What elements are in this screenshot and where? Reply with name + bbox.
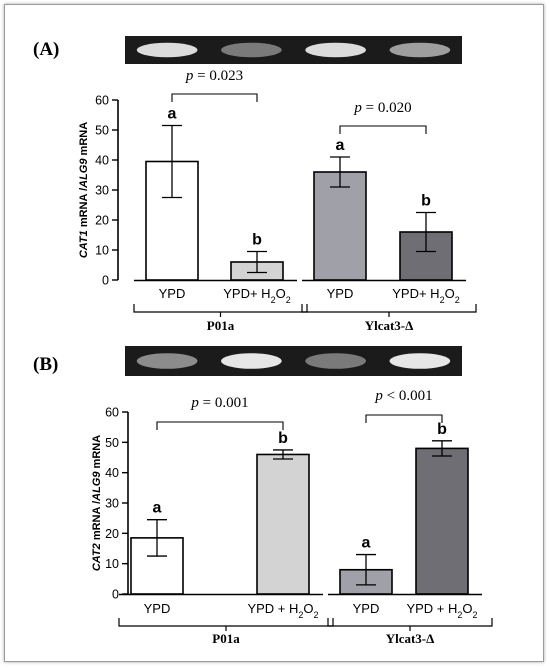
- y-axis-label-part: CAT1: [78, 230, 90, 258]
- pvalue-symbol: p: [353, 100, 362, 116]
- y-axis-label: CAT2 mRNA /ALG9 mRNA: [91, 435, 103, 571]
- x-tick-label: YPD + H2O2: [406, 601, 477, 620]
- x-tick-label: YPD: [353, 601, 380, 616]
- pvalue-symbol: p: [374, 388, 383, 404]
- group-label: Ylcat3-Δ: [386, 631, 435, 646]
- y-axis-label-part: ALG9: [78, 158, 90, 189]
- significance-letter: a: [336, 137, 345, 154]
- x-tick-label-subscript: 2: [440, 295, 445, 305]
- gel-band: [389, 42, 451, 58]
- y-tick-label: 40: [105, 466, 119, 480]
- y-axis-label-part: mRNA: [78, 122, 90, 159]
- y-axis-label-part: CAT2: [91, 543, 103, 571]
- significance-letter: b: [252, 232, 262, 249]
- x-tick-label: YPD + H2O2: [247, 601, 318, 620]
- pvalue-symbol: p: [190, 395, 199, 411]
- y-tick-label: 50: [105, 436, 119, 450]
- y-tick-label: 20: [95, 214, 109, 228]
- x-tick-label: YPD: [159, 286, 186, 301]
- significance-letter: b: [437, 421, 447, 438]
- pvalue-bracket: [156, 421, 284, 430]
- pvalue-label: p = 0.001: [190, 395, 248, 411]
- group-label: P01a: [212, 631, 240, 646]
- x-tick-label: YPD: [144, 601, 171, 616]
- x-tick-label-subscript: 2: [457, 610, 462, 620]
- x-tick-label-subscript: 2: [271, 295, 276, 305]
- pvalue-bracket: [365, 414, 443, 423]
- pvalue-bracket: [339, 125, 427, 134]
- y-tick-label: 40: [95, 154, 109, 168]
- x-tick-label-subscript: 2: [314, 610, 319, 620]
- significance-letter: a: [362, 535, 371, 552]
- bar: [256, 453, 310, 595]
- x-tick-label-text: O: [276, 286, 286, 301]
- panel-label: (A): [33, 39, 59, 60]
- y-axis-label-part: ALG9: [91, 471, 103, 502]
- x-tick-label-text: O: [445, 286, 455, 301]
- y-axis-label-part: mRNA /: [91, 501, 103, 543]
- pvalue-bracket: [171, 93, 258, 102]
- y-tick-label: 60: [105, 406, 119, 420]
- group-label: Ylcat3-Δ: [365, 318, 414, 333]
- y-tick-label: 20: [105, 527, 119, 541]
- pvalue-label: p = 0.020: [353, 100, 411, 116]
- x-tick-label-subscript: 2: [455, 295, 460, 305]
- x-tick-label-text: YPD: [327, 286, 354, 301]
- pvalue-text: = 0.023: [193, 68, 243, 84]
- x-tick-label-subscript: 2: [298, 610, 303, 620]
- y-tick-label: 50: [95, 124, 109, 138]
- significance-letter: b: [278, 430, 288, 447]
- x-tick-label-text: YPD: [159, 286, 186, 301]
- x-tick-label: YPD+ H2O2: [392, 286, 459, 305]
- gel-band: [221, 42, 282, 58]
- x-tick-label-text: YPD: [353, 601, 380, 616]
- group-bracket: [301, 304, 477, 313]
- pvalue-label: p = 0.023: [185, 68, 243, 84]
- x-tick-label-text: YPD+ H: [392, 286, 439, 301]
- gel-band: [136, 42, 198, 58]
- significance-letter: a: [168, 106, 177, 123]
- panel-label: (B): [33, 354, 58, 375]
- group-label: P01a: [207, 318, 235, 333]
- bar: [313, 171, 367, 281]
- y-axis-label-part: mRNA: [91, 435, 103, 472]
- y-axis-label: CAT1 mRNA /ALG9 mRNA: [78, 122, 90, 258]
- significance-letter: a: [153, 500, 162, 517]
- y-tick-label: 10: [105, 557, 119, 571]
- gel-band: [305, 353, 366, 369]
- x-tick-label-text: O: [303, 601, 313, 616]
- x-tick-label: YPD+ H2O2: [223, 286, 290, 305]
- y-tick-label: 30: [105, 497, 119, 511]
- pvalue-label: p < 0.001: [374, 388, 432, 404]
- pvalue-text: < 0.001: [383, 388, 433, 404]
- gel-band: [389, 353, 451, 369]
- x-tick-label-subscript: 2: [473, 610, 478, 620]
- x-tick-label-text: YPD: [144, 601, 171, 616]
- y-tick-label: 0: [102, 274, 109, 288]
- y-tick-label: 30: [95, 184, 109, 198]
- x-tick-label-text: YPD+ H: [223, 286, 270, 301]
- x-tick-label-text: O: [462, 601, 472, 616]
- gel-band: [221, 353, 282, 369]
- group-bracket: [327, 618, 493, 627]
- x-tick-label-subscript: 2: [286, 295, 291, 305]
- group-bracket: [133, 304, 308, 313]
- x-tick-label: YPD: [327, 286, 354, 301]
- pvalue-symbol: p: [185, 68, 194, 84]
- bar: [415, 447, 469, 595]
- chart-panel-b: (B) 0 10 20 30 40 50 60 CAT2 mRNA /ALG9 mRNA a b a b…: [33, 346, 493, 646]
- y-tick-label: 60: [95, 94, 109, 108]
- gel-band: [136, 353, 198, 369]
- pvalue-text: = 0.020: [362, 100, 412, 116]
- y-tick-label: 0: [112, 588, 119, 602]
- chart-panel-a: (A) 0 10 20 30 40 50 60 CAT1 mRNA /ALG9 mRNA a b a b…: [33, 36, 477, 333]
- y-tick-label: 10: [95, 244, 109, 258]
- x-tick-label-text: YPD + H: [406, 601, 457, 616]
- y-axis-label-part: mRNA /: [78, 188, 90, 230]
- x-tick-label-text: YPD + H: [247, 601, 298, 616]
- pvalue-text: = 0.001: [199, 395, 249, 411]
- gel-band: [305, 42, 366, 58]
- significance-letter: b: [421, 193, 431, 210]
